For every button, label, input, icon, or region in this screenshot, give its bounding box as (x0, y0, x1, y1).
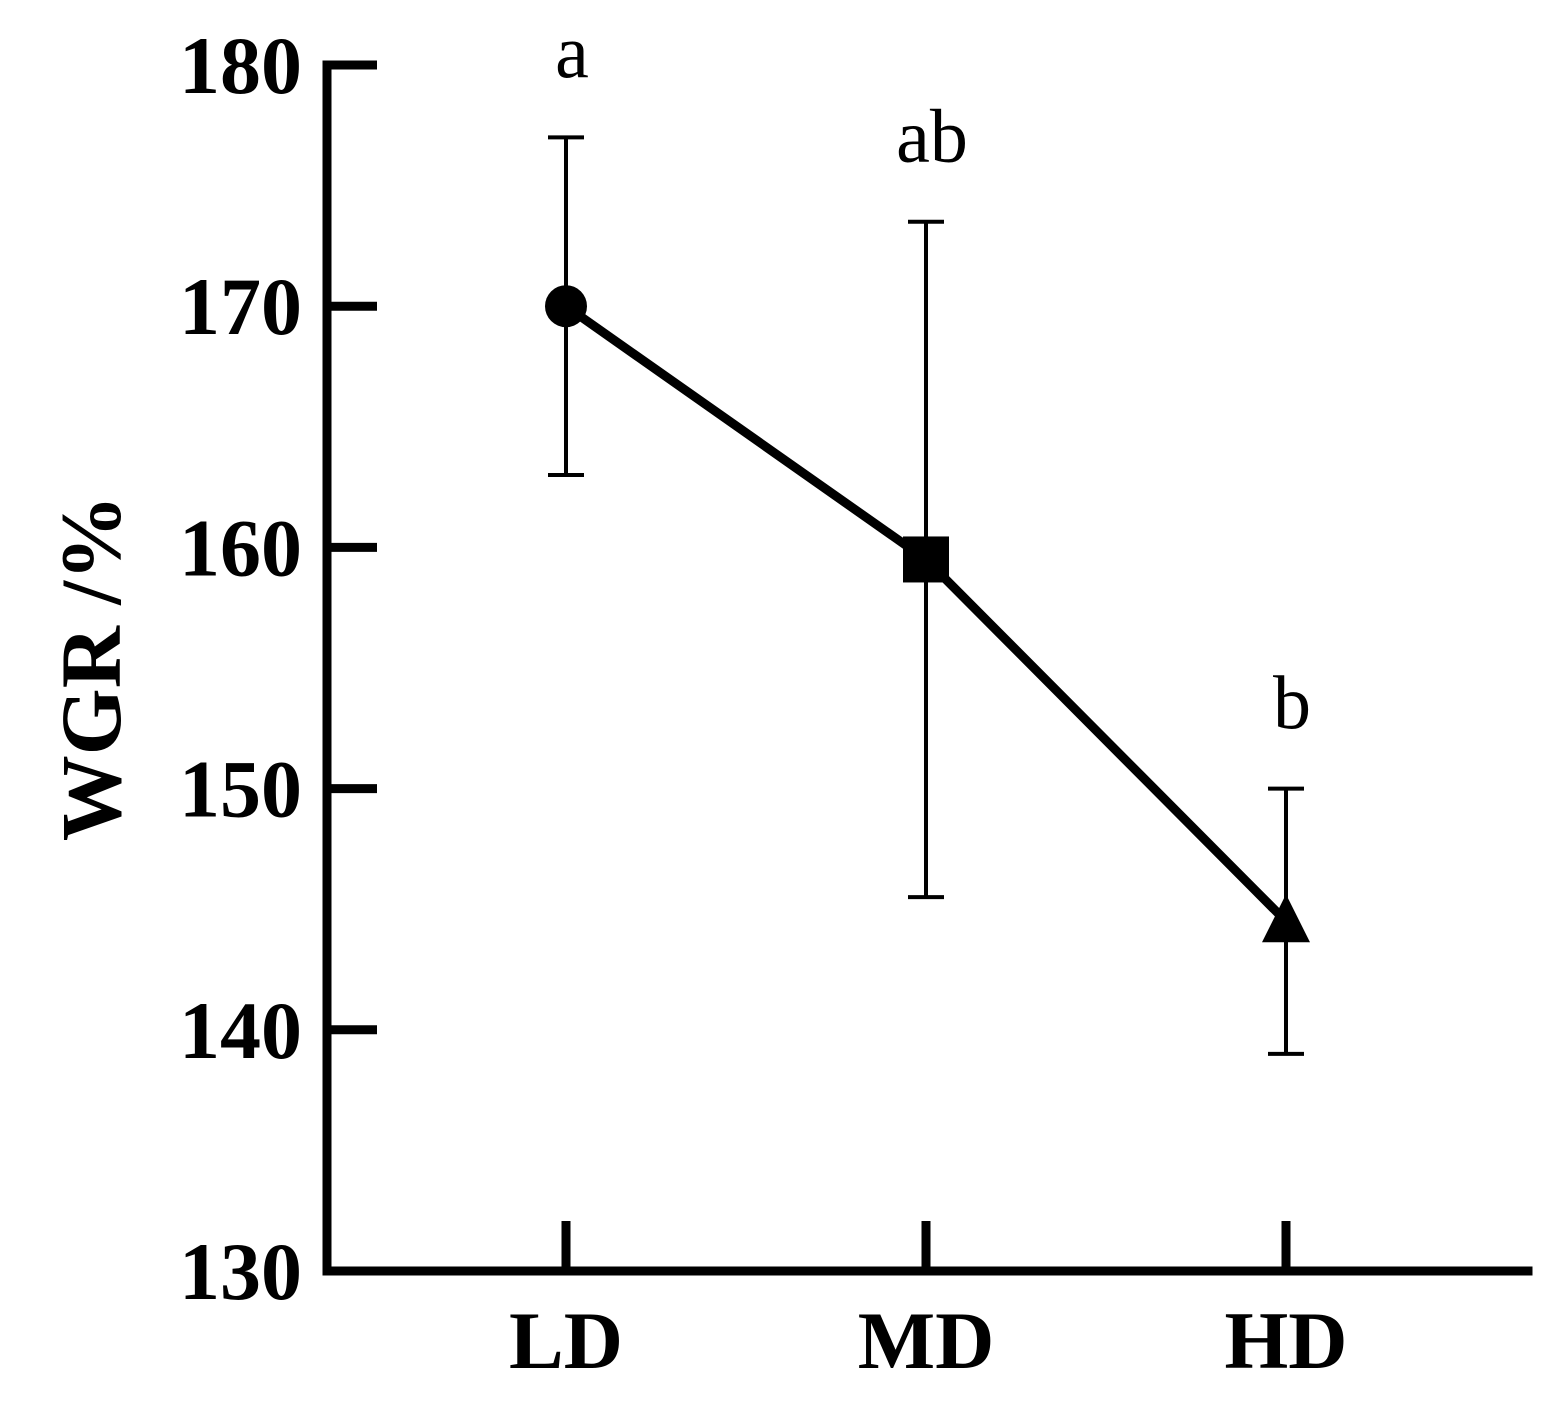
significance-label: a (555, 10, 589, 94)
error-bars (548, 135, 1304, 1056)
x-tick-label: LD (509, 1295, 623, 1386)
data-point-triangle (1262, 894, 1310, 943)
significance-label: b (1273, 662, 1311, 746)
significance-labels: a ab b (555, 10, 1311, 745)
significance-label: ab (896, 95, 968, 179)
y-tick-label: 140 (179, 985, 302, 1076)
y-axis-title: WGR /% (43, 495, 139, 841)
data-point-circle (545, 285, 587, 328)
series-markers (545, 285, 1310, 943)
y-tick-label: 180 (179, 20, 302, 111)
x-ticks: LD MD HD (509, 1221, 1348, 1386)
y-tick-label: 170 (179, 261, 302, 352)
y-tick-label: 160 (179, 502, 302, 593)
y-ticks: 130 140 150 160 170 180 (179, 20, 377, 1317)
data-point-square (903, 536, 949, 583)
y-tick-label: 150 (179, 744, 302, 835)
y-tick-label: 130 (179, 1226, 302, 1317)
x-tick-label: HD (1225, 1295, 1348, 1386)
x-tick-label: MD (858, 1295, 995, 1386)
